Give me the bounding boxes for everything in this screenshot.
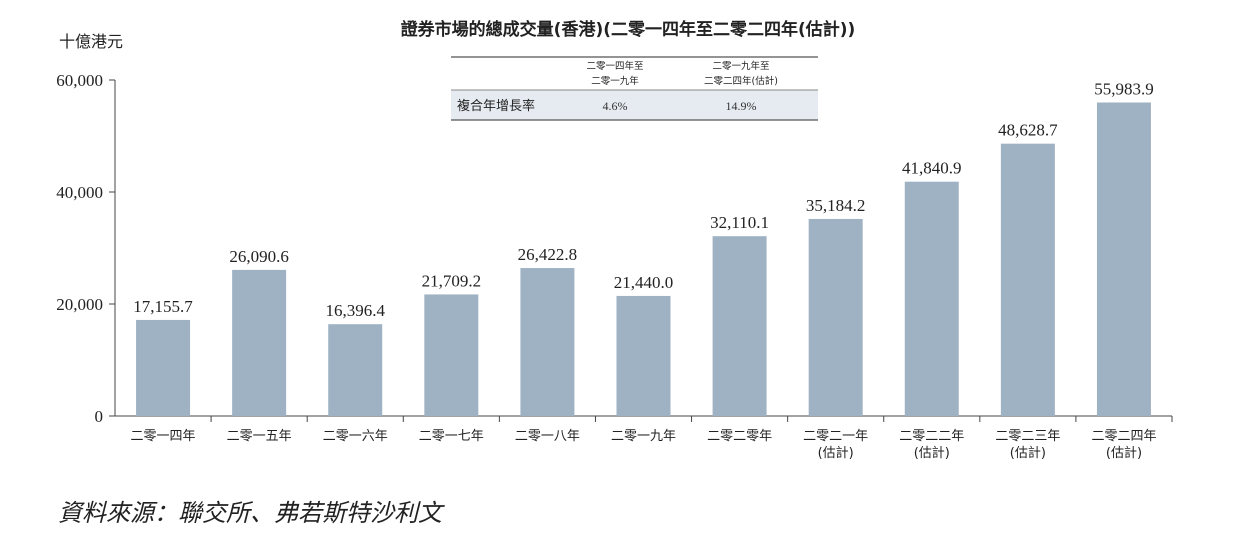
x-tick-label: 二零二零年: [707, 429, 772, 444]
y-unit-label: 十億港元: [59, 32, 123, 51]
bar-value-label: 35,184.2: [806, 196, 866, 215]
x-tick-label: 二零一七年: [419, 429, 484, 444]
y-tick-label: 40,000: [56, 183, 103, 202]
bar: [424, 294, 479, 416]
x-tick-label: 二零一四年: [131, 429, 196, 444]
cagr-header-period-2-line-2: 二零二四年(估計): [704, 75, 778, 87]
bar: [616, 295, 671, 416]
bar: [232, 269, 287, 416]
x-tick-label: 二零二二年: [899, 429, 964, 444]
bar-value-label: 16,396.4: [325, 301, 385, 320]
y-tick-label: 60,000: [56, 71, 103, 90]
bar: [520, 268, 575, 416]
bar-value-label: 17,155.7: [133, 297, 193, 316]
source-note: 資料來源：聯交所、弗若斯特沙利文: [58, 499, 445, 527]
y-axis: 0 20,000 40,000 60,000: [56, 71, 116, 426]
x-tick-label: 二零一八年: [515, 429, 580, 444]
value-labels: 17,155.7 26,090.6 16,396.4 21,709.2 26,422.8…: [133, 79, 1153, 320]
cagr-header-period-1-line-1: 二零一四年至: [586, 60, 643, 72]
bar: [808, 218, 863, 416]
x-tick-label: (估計): [1010, 445, 1046, 461]
x-tick-label: 二零二三年: [995, 429, 1060, 444]
bars: [136, 102, 1151, 417]
x-tick-label: 二零二四年: [1091, 429, 1156, 444]
cagr-header-period-1-line-2: 二零一九年: [591, 75, 639, 87]
bar: [1000, 143, 1055, 417]
cagr-value-period-1: 4.6%: [603, 99, 628, 113]
bar-value-label: 55,983.9: [1094, 79, 1154, 98]
x-tick-label: (估計): [914, 445, 950, 461]
y-tick-label: 0: [95, 407, 104, 426]
bar-value-label: 48,628.7: [998, 121, 1058, 140]
x-tick-label: 二零一九年: [611, 429, 676, 444]
cagr-value-period-2: 14.9%: [726, 99, 757, 113]
bar: [904, 181, 959, 416]
y-tick-label: 20,000: [56, 295, 103, 314]
bar-value-label: 21,709.2: [422, 271, 482, 290]
bar: [136, 319, 191, 416]
bar-value-label: 26,422.8: [518, 245, 578, 264]
x-tick-label: (估計): [1106, 445, 1142, 461]
cagr-row-label: 複合年增長率: [457, 98, 535, 114]
bar: [1096, 102, 1151, 416]
cagr-table-row-bg: [451, 90, 818, 120]
bar-value-label: 26,090.6: [229, 247, 289, 266]
x-tick-label: 二零一五年: [227, 429, 292, 444]
x-tick-label: 二零一六年: [323, 429, 388, 444]
x-tick-label: 二零二一年: [803, 429, 868, 444]
cagr-header-period-2-line-1: 二零一九年至: [712, 60, 769, 72]
bar: [328, 324, 383, 416]
bar: [712, 236, 767, 416]
x-axis-labels: 二零一四年 二零一五年 二零一六年 二零一七年 二零一八年 二零一九年 二零二零年 二零二一年…: [131, 416, 1173, 461]
bar-value-label: 41,840.9: [902, 159, 962, 178]
cagr-table: 二零一四年至 二零一九年 二零一九年至 二零二四年(估計) 複合年增長率 4.6…: [451, 56, 818, 121]
bar-value-label: 21,440.0: [614, 273, 674, 292]
bar-value-label: 32,110.1: [710, 213, 769, 232]
chart-title: 證券市場的總成交量(香港)(二零一四年至二零二四年(估計)): [401, 19, 856, 40]
x-tick-label: (估計): [818, 445, 854, 461]
